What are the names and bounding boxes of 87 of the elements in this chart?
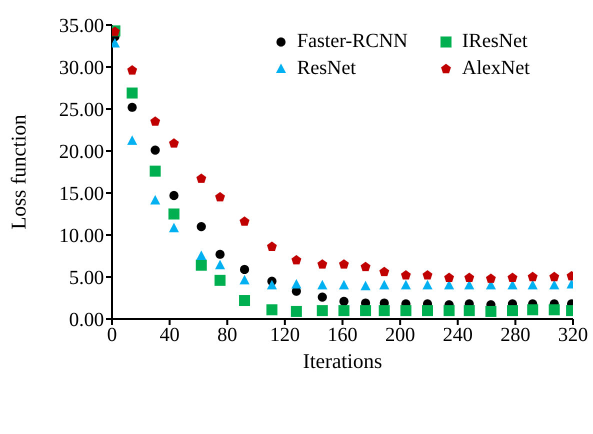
point bbox=[240, 216, 250, 226]
point bbox=[214, 274, 226, 286]
x-tick-label: 40 bbox=[160, 324, 180, 346]
point bbox=[548, 304, 560, 316]
point bbox=[316, 305, 328, 316]
point bbox=[240, 274, 250, 284]
point bbox=[486, 273, 496, 283]
point bbox=[464, 272, 474, 282]
point bbox=[150, 195, 160, 205]
point bbox=[360, 305, 372, 316]
point bbox=[528, 280, 538, 290]
point bbox=[169, 190, 179, 200]
point bbox=[215, 260, 226, 270]
y-tick-label: 35.00 bbox=[59, 15, 104, 38]
point bbox=[150, 116, 160, 126]
point bbox=[126, 88, 138, 99]
point bbox=[422, 280, 432, 290]
x-tick-label: 320 bbox=[558, 324, 588, 346]
point bbox=[422, 305, 433, 316]
point bbox=[378, 305, 390, 316]
point bbox=[422, 270, 432, 280]
point bbox=[168, 208, 180, 220]
point bbox=[291, 279, 302, 289]
point bbox=[290, 306, 302, 317]
point bbox=[128, 102, 137, 112]
legend-label: ResNet bbox=[297, 57, 356, 80]
point bbox=[266, 304, 278, 316]
y-tick-label: 5.00 bbox=[69, 267, 104, 290]
point bbox=[196, 174, 206, 183]
point bbox=[291, 255, 302, 264]
point bbox=[150, 166, 161, 177]
x-tick-label: 0 bbox=[107, 324, 117, 346]
x-tick-label: 240 bbox=[442, 324, 473, 346]
point bbox=[317, 259, 328, 269]
point bbox=[400, 305, 412, 316]
legend-label: Faster-RCNN bbox=[297, 30, 408, 53]
point bbox=[266, 280, 277, 290]
point bbox=[464, 305, 475, 316]
legend-label: IResNet bbox=[462, 30, 528, 53]
point bbox=[444, 272, 454, 282]
x-tick-label: 120 bbox=[270, 324, 300, 346]
y-tick-label: 20.00 bbox=[59, 141, 104, 164]
point bbox=[360, 262, 370, 272]
point bbox=[379, 280, 390, 290]
point bbox=[400, 270, 411, 280]
point bbox=[549, 280, 560, 290]
y-tick-label: 0.00 bbox=[69, 309, 104, 332]
point bbox=[150, 146, 160, 155]
point bbox=[239, 295, 250, 306]
point bbox=[127, 65, 138, 75]
point bbox=[215, 250, 225, 259]
point bbox=[339, 296, 349, 306]
point bbox=[360, 280, 371, 290]
point bbox=[549, 272, 560, 282]
y-tick-label: 15.00 bbox=[59, 183, 104, 206]
point bbox=[528, 272, 538, 282]
point bbox=[240, 264, 250, 274]
y-axis-title: Loss function bbox=[6, 114, 30, 230]
y-tick-label: 25.00 bbox=[59, 99, 104, 122]
point bbox=[400, 280, 411, 290]
point bbox=[266, 242, 277, 251]
point bbox=[196, 260, 207, 271]
point bbox=[379, 266, 390, 276]
x-tick-label: 160 bbox=[328, 324, 358, 346]
point bbox=[506, 305, 518, 316]
x-tick-label: 280 bbox=[500, 324, 530, 346]
point bbox=[196, 222, 206, 232]
point bbox=[338, 259, 349, 269]
point bbox=[196, 250, 206, 260]
y-tick-label: 30.00 bbox=[59, 57, 104, 80]
point bbox=[127, 135, 138, 145]
x-tick-label: 200 bbox=[385, 324, 416, 346]
x-tick-label: 80 bbox=[217, 324, 238, 346]
point bbox=[168, 222, 179, 232]
point bbox=[169, 138, 179, 148]
point bbox=[318, 292, 327, 302]
y-tick-label: 10.00 bbox=[59, 225, 104, 248]
point bbox=[215, 192, 225, 202]
x-axis-title: Iterations bbox=[302, 349, 382, 373]
point bbox=[338, 305, 350, 316]
point bbox=[527, 304, 538, 316]
point bbox=[317, 280, 328, 290]
legend-label: AlexNet bbox=[462, 57, 530, 80]
point bbox=[338, 280, 349, 290]
point bbox=[485, 306, 496, 317]
point bbox=[508, 272, 518, 282]
point bbox=[444, 305, 455, 316]
